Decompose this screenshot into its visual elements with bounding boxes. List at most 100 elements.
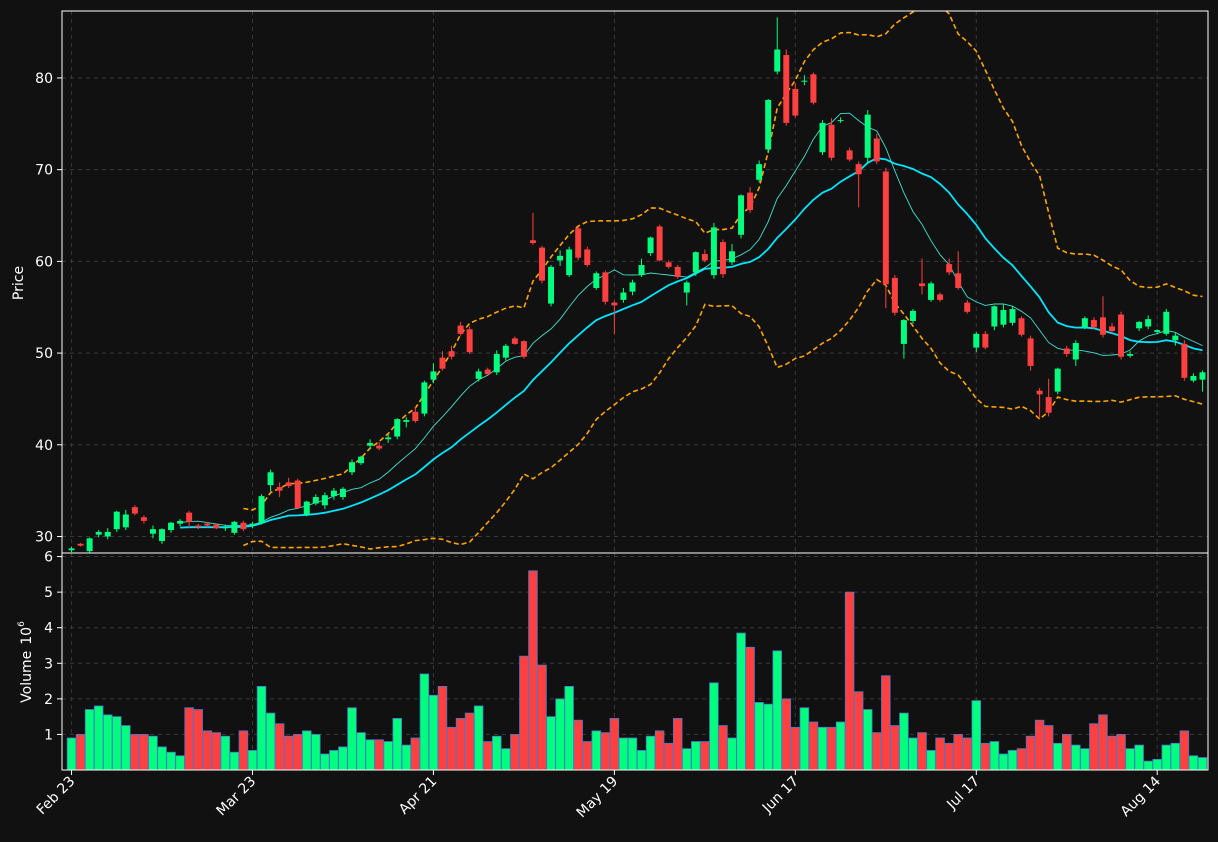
volume-bar: [654, 730, 665, 771]
volume-bar: [537, 664, 547, 771]
volume-bar: [528, 570, 538, 771]
candle-body: [1181, 343, 1188, 378]
candle-body: [1154, 330, 1161, 332]
volume-bar: [211, 732, 222, 771]
volume-bar: [917, 732, 927, 771]
candle-body: [801, 80, 808, 82]
candle-body: [647, 237, 654, 254]
volume-grid: [62, 553, 1208, 770]
volume-bar: [881, 675, 891, 771]
volume-bar: [1043, 725, 1054, 771]
volume-bar: [926, 750, 936, 771]
volume-bar: [256, 686, 267, 771]
candle-body: [602, 272, 609, 302]
volume-bar: [283, 735, 294, 771]
volume-bar: [482, 741, 493, 771]
volume-bar: [66, 737, 77, 771]
volume-bar: [148, 735, 158, 771]
candle-body: [575, 228, 582, 258]
candle-body: [937, 294, 944, 300]
volume-bar: [1188, 755, 1199, 771]
candle-body: [629, 282, 636, 292]
candle-body: [620, 292, 627, 300]
candle-body: [303, 501, 310, 515]
candle-body: [919, 283, 925, 287]
volume-bar: [645, 735, 656, 771]
volume-axis-label-text: Volume: [19, 651, 35, 703]
candle-body: [1009, 309, 1016, 323]
volume-bar: [238, 730, 249, 771]
volume-bar: [356, 732, 366, 771]
volume-bar: [311, 734, 321, 771]
volume-axis-label: Volume 106: [17, 621, 35, 703]
candle-body: [267, 472, 274, 486]
volume-bar: [1143, 760, 1153, 771]
candle-body: [819, 122, 826, 153]
candle-body: [891, 277, 898, 313]
volume-bar: [1179, 730, 1190, 771]
candle-body: [475, 371, 482, 379]
volume-bar: [627, 737, 638, 771]
volume-bar: [274, 723, 285, 771]
volume-bar: [908, 737, 918, 771]
candle-body: [204, 523, 211, 526]
candle-body: [738, 195, 745, 235]
candle-body: [719, 242, 726, 275]
volume-bar: [510, 734, 520, 771]
volume-bar: [1080, 748, 1090, 771]
volume-bar: [872, 732, 882, 771]
volume-bar: [302, 730, 312, 771]
volume-bar: [763, 703, 773, 771]
volume-bar: [745, 646, 755, 771]
volume-bar: [519, 655, 529, 771]
sma-short-line: [180, 112, 1203, 526]
candle-body: [1099, 317, 1106, 335]
volume-bar: [229, 751, 240, 771]
candle-body: [1045, 397, 1052, 413]
candle-body: [77, 543, 84, 546]
volume-bar: [772, 650, 782, 771]
volume-bar: [84, 709, 95, 771]
candle-body: [1145, 319, 1152, 327]
volume-bar: [1197, 757, 1208, 771]
volume-tick-label: 5: [44, 585, 53, 601]
volume-bar: [989, 741, 1000, 771]
volume-bar: [799, 707, 810, 771]
candle-body: [430, 371, 437, 380]
candle-body: [131, 507, 138, 514]
candle-body: [68, 548, 75, 551]
candle-body: [810, 74, 817, 103]
volume-bar: [365, 739, 375, 771]
candle-body: [439, 357, 446, 369]
candle-body: [339, 488, 346, 498]
volume-bar: [564, 686, 574, 771]
volume-y-ticks: 1 2 3 4 5 6: [44, 550, 62, 743]
volume-bar: [835, 721, 846, 771]
bollinger-upper-line: [243, 11, 1203, 511]
volume-bar: [1125, 748, 1135, 771]
candle-body: [991, 306, 998, 327]
volume-bar: [853, 691, 864, 771]
volume-bar: [220, 735, 231, 771]
candle-body: [747, 192, 754, 211]
volume-bar: [1016, 748, 1027, 771]
volume-bar: [1025, 735, 1036, 771]
candle-body: [113, 511, 120, 530]
candle-body: [873, 138, 880, 162]
volume-bar: [374, 739, 384, 771]
volume-bar: [464, 712, 475, 771]
candle-body: [168, 522, 175, 531]
volume-bar: [609, 718, 620, 771]
price-axis-label: Price: [11, 266, 27, 300]
volume-bar: [935, 737, 945, 771]
volume-bar: [130, 734, 140, 771]
candle-body: [457, 325, 464, 334]
candle-body: [566, 249, 573, 276]
candle-body: [973, 333, 980, 348]
price-tick-label: 60: [35, 254, 53, 270]
candle-body: [385, 437, 392, 440]
candle-body: [548, 266, 555, 304]
candle-body: [86, 538, 93, 552]
candle-body: [529, 240, 536, 244]
